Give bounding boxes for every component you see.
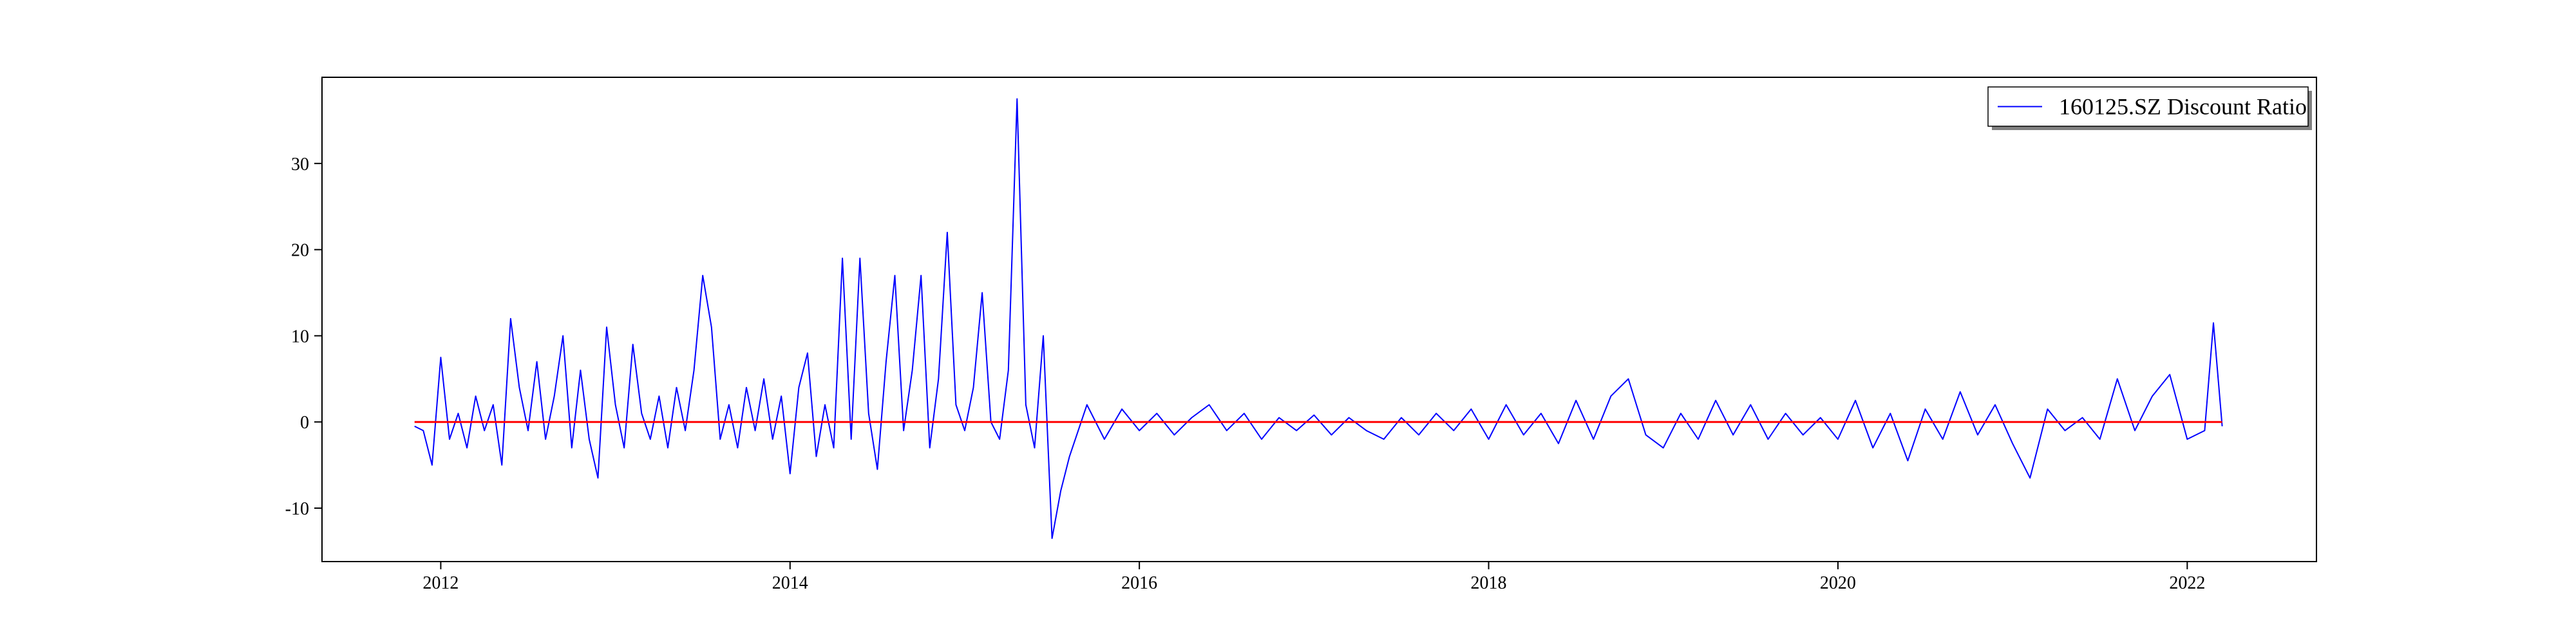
y-tick-label: 0: [300, 413, 309, 433]
x-tick-label: 2018: [1471, 573, 1507, 593]
plot-frame: [321, 77, 2317, 562]
x-tick-label: 2020: [1820, 573, 1856, 593]
data-line: [414, 98, 2223, 539]
y-tick-label: 10: [291, 327, 309, 346]
x-tick-label: 2012: [422, 573, 459, 593]
x-tick-label: 2014: [772, 573, 808, 593]
y-tick-label: -10: [285, 499, 309, 519]
x-tick-label: 2022: [2169, 573, 2205, 593]
y-tick-label: 30: [291, 155, 309, 175]
y-tick-label: 20: [291, 241, 309, 261]
legend-label: 160125.SZ Discount Ratio: [2059, 94, 2307, 120]
x-tick-label: 2016: [1121, 573, 1157, 593]
